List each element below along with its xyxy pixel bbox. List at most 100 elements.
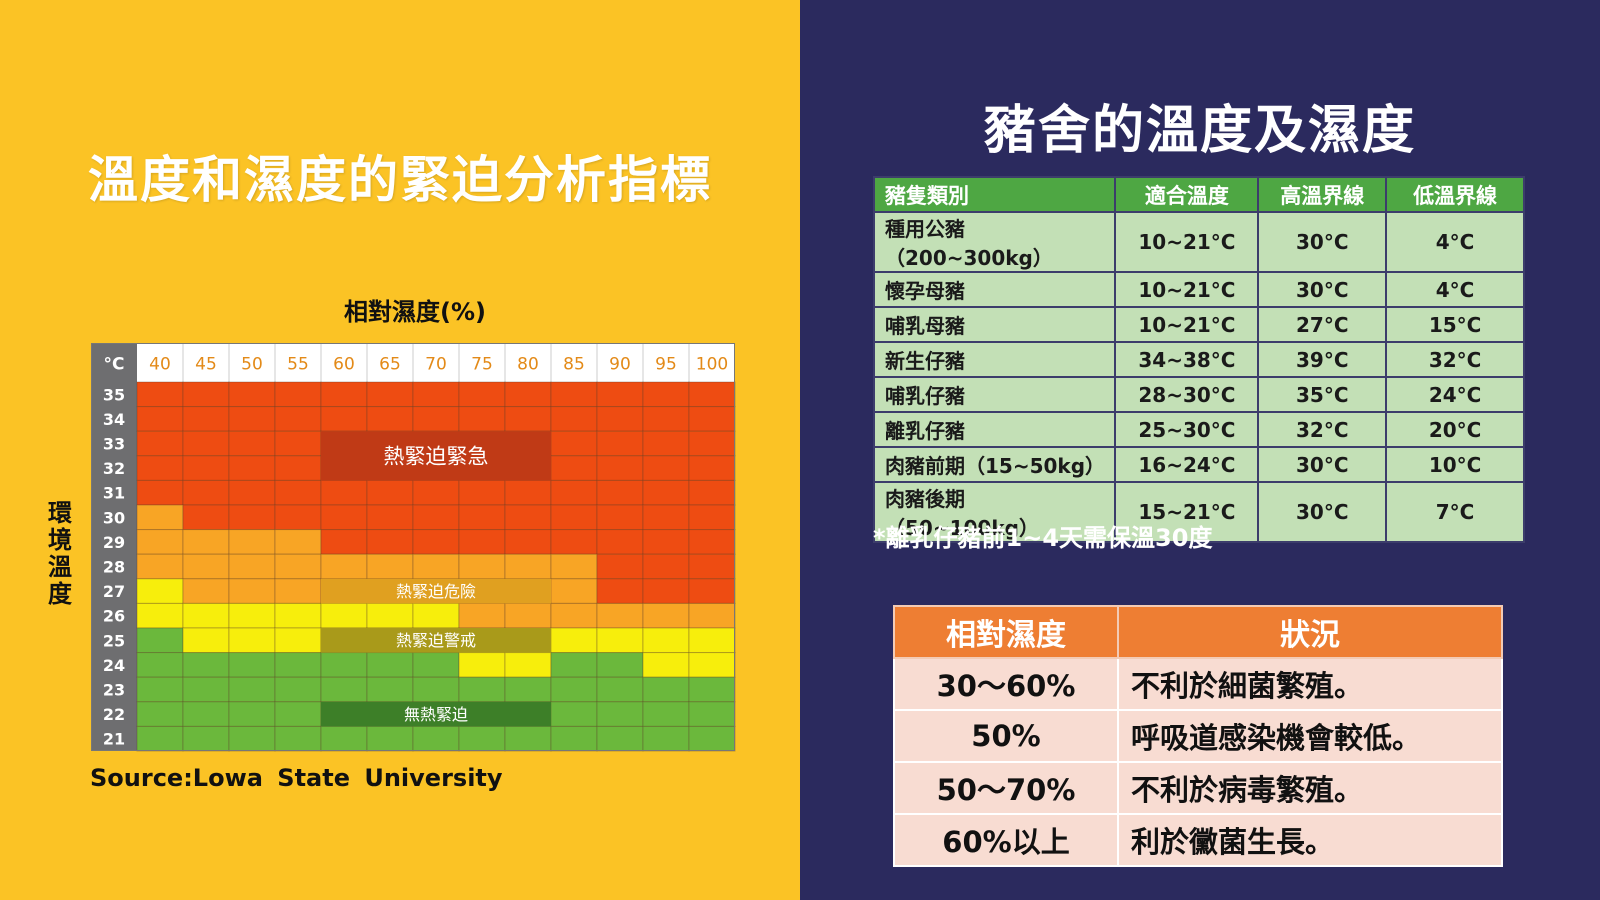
table-cell: 哺乳仔豬 xyxy=(872,376,1117,413)
heatmap-cell xyxy=(274,504,322,531)
pig-table-row: 新生仔豬 34~38°C 39°C 32°C xyxy=(872,341,1525,378)
heatmap-corner-label: °C xyxy=(104,355,125,375)
heatmap-cell xyxy=(596,455,644,481)
x-tick-label: 100 xyxy=(696,355,728,375)
heatmap-cell xyxy=(274,430,322,457)
table-header-row: 豬隻類別 適合溫度 高溫界線 低溫界線 xyxy=(872,176,1525,213)
pig-table-row: 離乳仔豬 25~30°C 32°C 20°C xyxy=(872,411,1525,448)
heatmap-cell xyxy=(504,529,552,555)
annotation-box xyxy=(321,701,551,727)
heatmap-cell xyxy=(366,725,414,752)
heatmap-cell xyxy=(642,627,690,654)
heatmap-border xyxy=(91,343,735,751)
table-header-row: 相對濕度 狀況 xyxy=(893,605,1503,659)
heatmap-cell xyxy=(274,725,322,752)
heatmap-cell xyxy=(320,406,368,432)
pig-table-body: 種用公豬（200~300kg） 10~21°C 30°C 4°C 懷孕母豬 10~21°C… xyxy=(872,211,1525,543)
heatmap-cell xyxy=(642,578,690,604)
heatmap-cell xyxy=(412,479,460,506)
x-tick-label: 55 xyxy=(287,355,309,375)
heatmap-cell xyxy=(136,430,184,457)
left-panel: 溫度和濕度的緊迫分析指標 相對濕度(%) 環境溫度 °C 40 45 50 55 60 65… xyxy=(0,0,800,900)
heatmap-cell xyxy=(320,652,368,678)
heatmap-cell xyxy=(596,529,644,555)
heatmap-cell xyxy=(136,701,184,727)
table-cell: 30～60% xyxy=(893,657,1119,711)
heatmap-cell xyxy=(136,406,184,432)
heatmap-cell xyxy=(228,725,276,752)
table-cell: 肉豬前期（15~50kg） xyxy=(872,446,1117,483)
table-cell: 30°C xyxy=(1257,211,1388,273)
heatmap-cell xyxy=(320,479,368,506)
heatmap-cell xyxy=(642,652,690,678)
heatmap-cell xyxy=(642,479,690,506)
heatmap-cell xyxy=(504,406,552,432)
pig-table-row: 懷孕母豬 10~21°C 30°C 4°C xyxy=(872,271,1525,308)
annotation-box xyxy=(321,431,551,481)
heatmap-cell xyxy=(136,504,184,531)
heatmap-cell xyxy=(688,627,736,654)
heatmap-cell xyxy=(136,725,184,752)
heatmap-cell xyxy=(136,479,184,506)
heatmap-cell xyxy=(550,627,598,654)
heatmap-cell xyxy=(182,455,230,481)
y-tick-label: 34 xyxy=(103,410,125,429)
heatmap-cell xyxy=(136,553,184,580)
heatmap-cell xyxy=(182,578,230,604)
heatmap-cell xyxy=(274,553,322,580)
pig-table-row: 種用公豬（200~300kg） 10~21°C 30°C 4°C xyxy=(872,211,1525,273)
table-cell: 30°C xyxy=(1257,271,1388,308)
heatmap-cell xyxy=(228,652,276,678)
chart-y-title: 環境溫度 xyxy=(48,499,72,608)
heatmap-cell xyxy=(504,676,552,703)
chart-x-title: 相對濕度(%) xyxy=(344,298,486,326)
table-cell: 20°C xyxy=(1385,411,1525,448)
heatmap-cell xyxy=(366,676,414,703)
heatmap-cell xyxy=(688,381,736,408)
heatmap-cell xyxy=(688,602,736,629)
annotation-box xyxy=(321,628,551,653)
heatmap-cell xyxy=(182,725,230,752)
heatmap-cell xyxy=(228,504,276,531)
pig-table-row: 肉豬前期（15~50kg） 16~24°C 30°C 10°C xyxy=(872,446,1525,483)
heatmap-cell xyxy=(458,602,506,629)
y-tick-label: 27 xyxy=(103,582,125,601)
heatmap-cell xyxy=(274,578,322,604)
heatmap-cell xyxy=(642,529,690,555)
heatmap-cell xyxy=(320,602,368,629)
heatmap-cell xyxy=(228,430,276,457)
heatmap-cell xyxy=(228,406,276,432)
x-tick-label: 65 xyxy=(379,355,401,375)
heatmap-cell xyxy=(688,529,736,555)
heatmap-cell xyxy=(366,504,414,531)
heatmap-cell xyxy=(458,725,506,752)
y-tick-label: 25 xyxy=(103,631,125,650)
heatmap-cell xyxy=(412,406,460,432)
heatmap-cell xyxy=(320,529,368,555)
heatmap-cell xyxy=(550,676,598,703)
heatmap-cell xyxy=(596,725,644,752)
chart-source: Source:Lowa State University xyxy=(90,764,503,792)
heatmap-cell xyxy=(274,627,322,654)
heatmap-cell xyxy=(596,430,644,457)
heatmap-cell xyxy=(274,529,322,555)
heatmap-cell xyxy=(458,529,506,555)
heatmap-cell xyxy=(688,652,736,678)
heatmap-cell xyxy=(228,455,276,481)
table-cell: 60%以上 xyxy=(893,813,1119,867)
table-cell: 24°C xyxy=(1385,376,1525,413)
col-suitable-temp: 適合溫度 xyxy=(1114,176,1260,213)
heatmap-cell xyxy=(228,529,276,555)
table-cell: 15°C xyxy=(1385,306,1525,343)
heatmap-cell xyxy=(182,553,230,580)
table-cell: 30°C xyxy=(1257,446,1388,483)
heatmap-cell xyxy=(550,430,598,457)
heatmap-cell xyxy=(596,381,644,408)
x-tick-label: 90 xyxy=(609,355,631,375)
heatmap-cell xyxy=(504,381,552,408)
heatmap-cell xyxy=(366,479,414,506)
table-cell: 不利於細菌繁殖。 xyxy=(1117,657,1503,711)
heatmap-cell xyxy=(642,676,690,703)
col-humidity: 相對濕度 xyxy=(893,605,1119,659)
x-tick-label: 45 xyxy=(195,355,217,375)
